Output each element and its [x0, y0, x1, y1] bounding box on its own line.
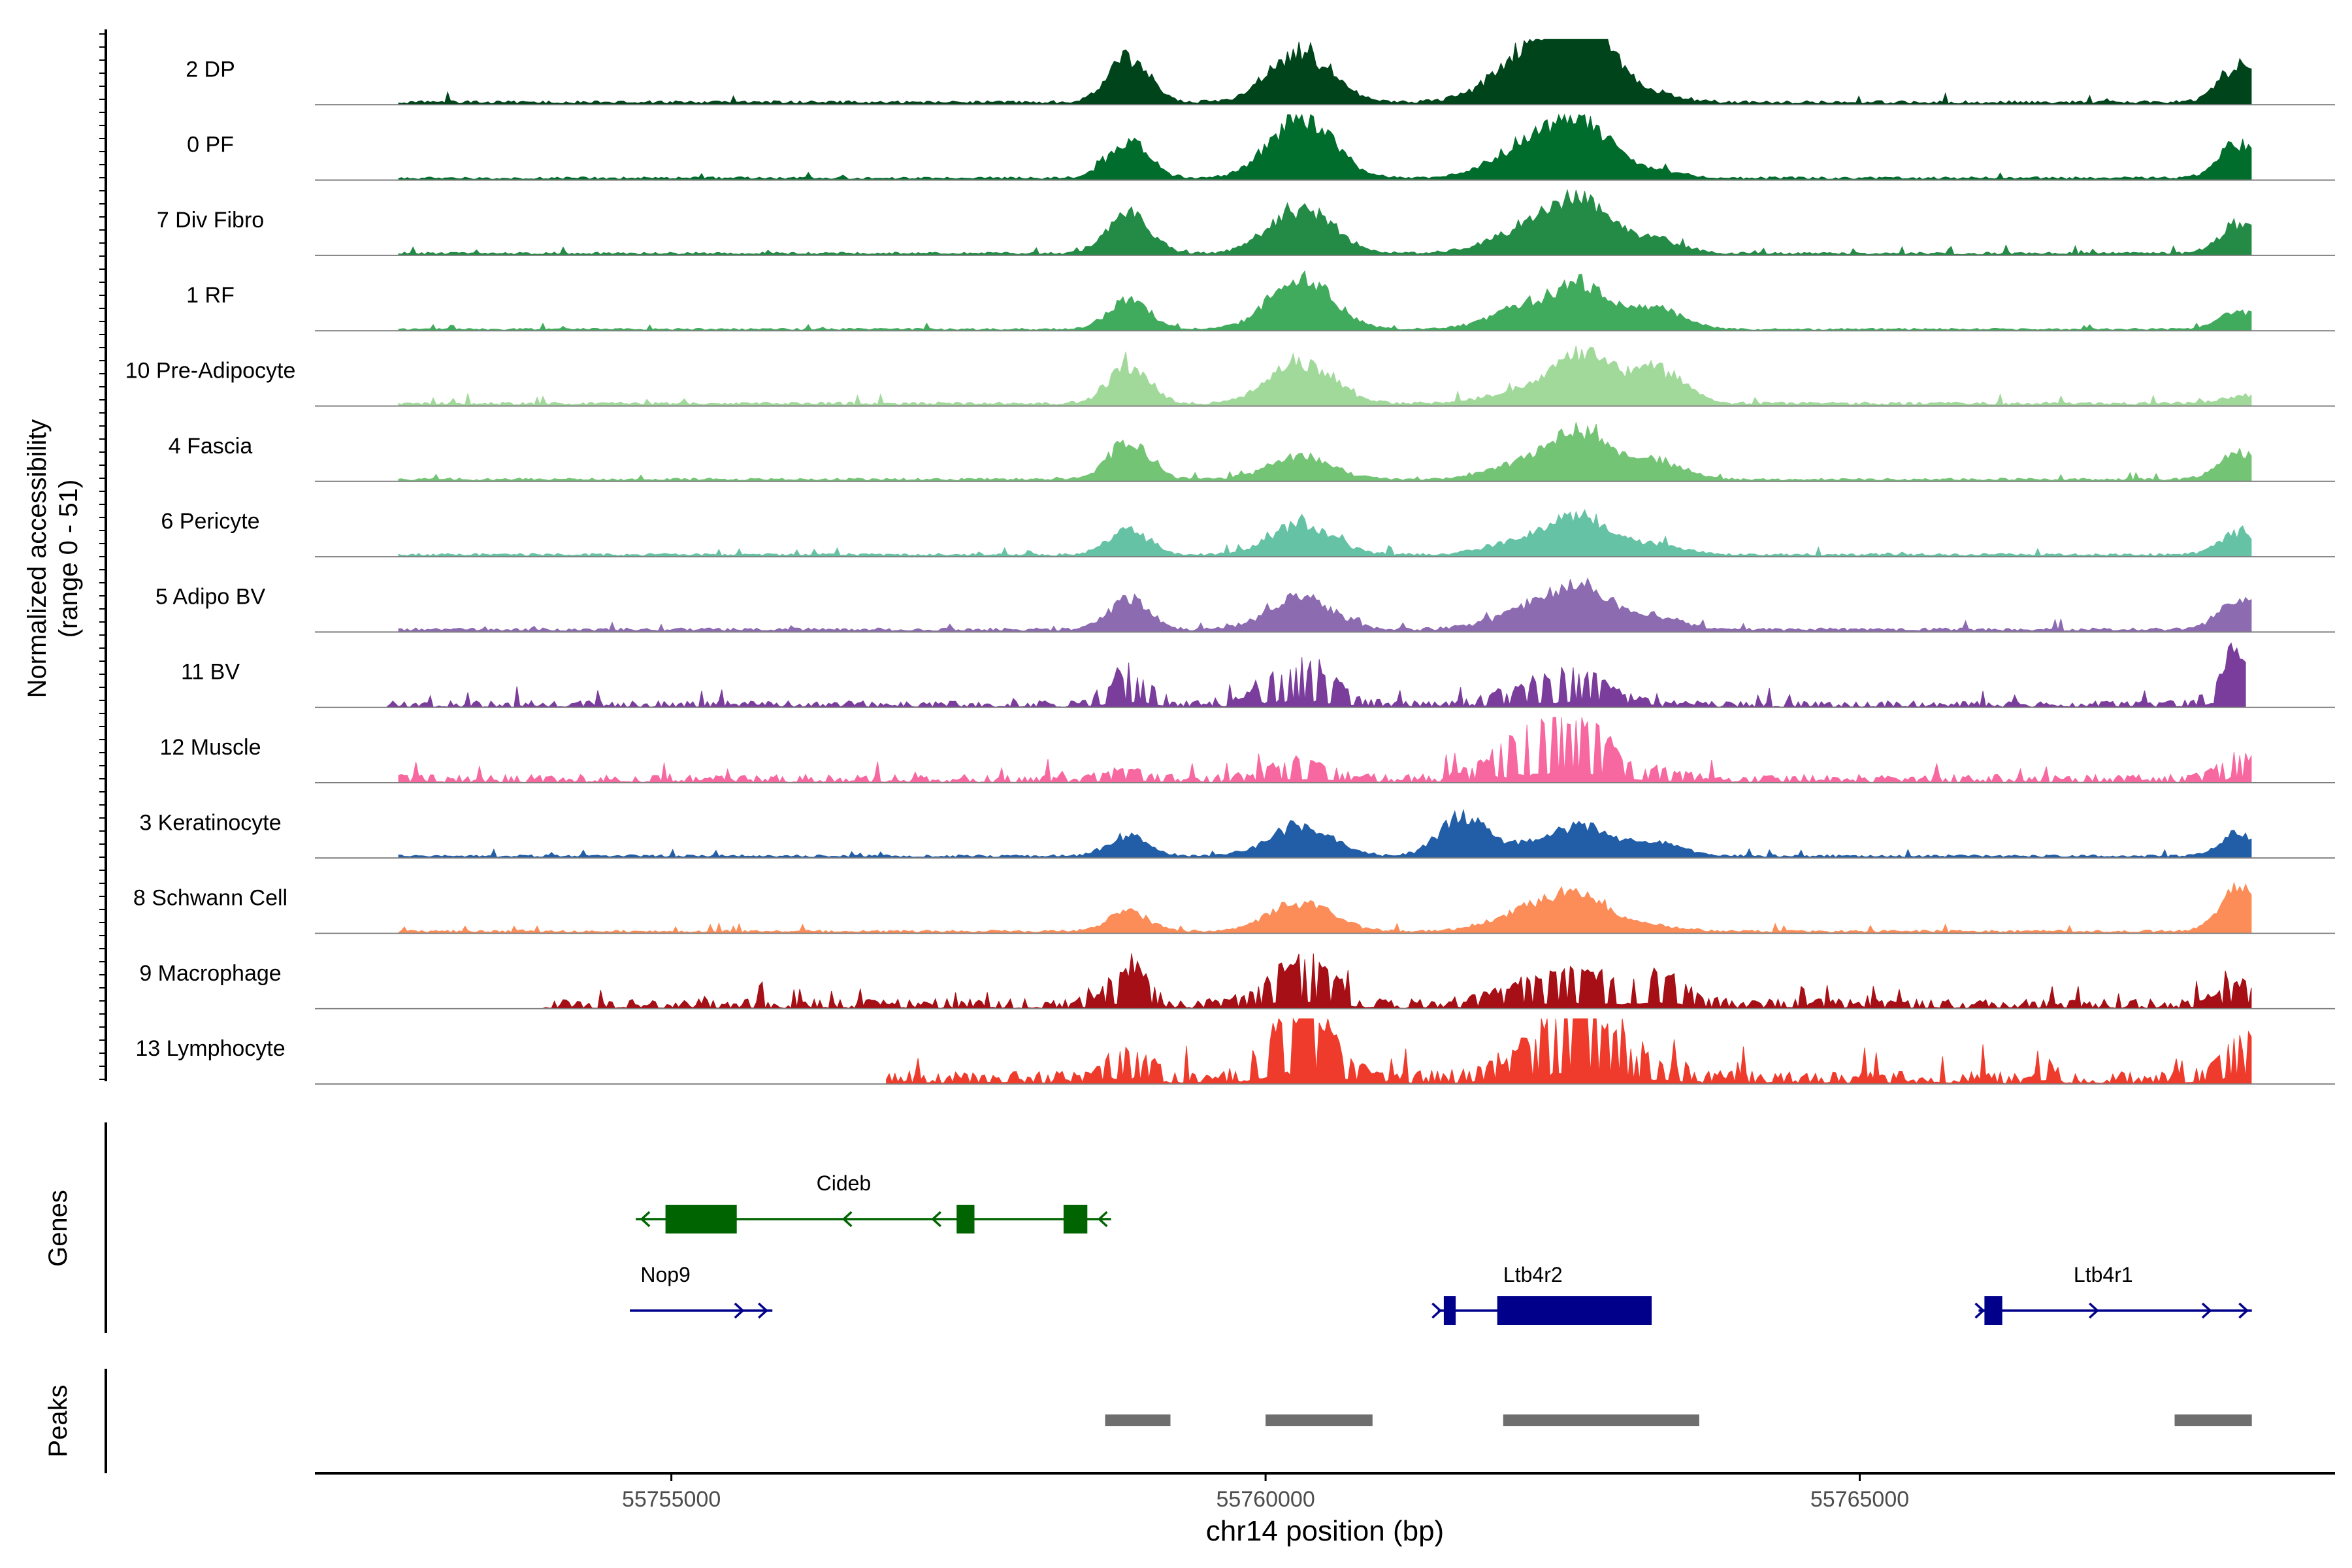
- strand-arrow: [931, 1211, 941, 1228]
- strand-arrow: [1097, 1211, 1108, 1228]
- gene-ltb4r2: Ltb4r2: [1431, 1263, 1652, 1325]
- strand-arrow: [758, 1302, 768, 1319]
- x-axis-ticks: 55755000 55760000 55765000: [622, 1473, 1909, 1512]
- gene-exon: [956, 1205, 975, 1233]
- strand-arrow: [640, 1211, 651, 1228]
- gene-label: Ltb4r2: [1503, 1263, 1563, 1286]
- track-label: 7 Div Fibro: [157, 208, 264, 233]
- coverage-area: [398, 345, 2252, 406]
- coverage-area: [398, 508, 2252, 557]
- coverage-y-axis-ticks: [99, 33, 106, 1080]
- peak-region-bar: [1503, 1414, 1699, 1426]
- track-label: 10 Pre-Adipocyte: [125, 359, 296, 384]
- strand-arrow: [841, 1211, 853, 1228]
- peak-regions: [1105, 1414, 2252, 1426]
- gene-exon: [1063, 1205, 1088, 1233]
- x-tick-label: 55760000: [1216, 1487, 1315, 1512]
- strand-arrow: [1431, 1302, 1442, 1319]
- x-tick-label: 55755000: [622, 1487, 721, 1512]
- strand-arrow: [2238, 1302, 2249, 1319]
- y-axis-title-line1: Normalized accessibility: [23, 419, 52, 698]
- track-label: 4 Fascia: [169, 434, 253, 459]
- strand-arrow: [734, 1302, 745, 1319]
- peak-region-bar: [1105, 1414, 1171, 1426]
- gene-exon: [1984, 1296, 2002, 1325]
- gene-exon: [1497, 1296, 1652, 1325]
- coverage-area: [398, 809, 2252, 858]
- strand-arrow: [723, 1211, 734, 1228]
- coverage-area: [398, 270, 2252, 331]
- genes-panel-title: Genes: [44, 1190, 73, 1267]
- track-1-rf: 1 RF: [186, 270, 2335, 332]
- coverage-area: [398, 577, 2252, 632]
- track-2-dp: 2 DP: [186, 39, 2335, 106]
- track-label: 8 Schwann Cell: [133, 886, 287, 911]
- gene-exon: [1443, 1296, 1456, 1325]
- track-6-pericyte: 6 Pericyte: [161, 508, 2335, 558]
- strand-arrow: [2089, 1302, 2099, 1319]
- x-tick-label: 55765000: [1810, 1487, 1909, 1512]
- track-label: 13 Lymphocyte: [135, 1036, 285, 1061]
- coverage-area: [398, 114, 2252, 181]
- track-9-macrophage: 9 Macrophage: [139, 953, 2335, 1010]
- x-axis-title: chr14 position (bp): [1206, 1515, 1444, 1547]
- gene-ltb4r1: Ltb4r1: [1974, 1263, 2252, 1325]
- coverage-y-axis-title: Normalized accessibility (range 0 - 51): [23, 419, 83, 698]
- track-7-div-fibro: 7 Div Fibro: [157, 189, 2335, 256]
- gene-label: Cideb: [817, 1171, 872, 1195]
- gene-annotations: Cideb Nop9 Ltb4r2 Ltb4r1: [630, 1171, 2252, 1325]
- track-0-pf: 0 PF: [187, 114, 2335, 181]
- track-label: 6 Pericyte: [161, 509, 259, 534]
- gene-label: Ltb4r1: [2074, 1263, 2133, 1286]
- coverage-tracks: 2 DP 0 PF 7 Div Fibro 1 RF 10 Pre-Adipocyte 4…: [125, 39, 2335, 1085]
- track-label: 0 PF: [187, 133, 234, 157]
- coverage-area: [886, 1017, 2252, 1085]
- coverage-area: [398, 717, 2252, 783]
- coverage-area: [542, 953, 2252, 1010]
- track-label: 5 Adipo BV: [155, 584, 266, 609]
- coverage-area: [398, 422, 2252, 482]
- peak-region-bar: [1266, 1414, 1373, 1426]
- coverage-area: [386, 642, 2246, 708]
- peak-region-bar: [2174, 1414, 2252, 1426]
- track-label: 3 Keratinocyte: [139, 810, 281, 835]
- gene-nop9: Nop9: [630, 1263, 773, 1319]
- track-13-lymphocyte: 13 Lymphocyte: [135, 1017, 2335, 1085]
- track-label: 2 DP: [186, 57, 235, 82]
- track-label: 9 Macrophage: [139, 961, 281, 986]
- strand-arrow: [1974, 1302, 1985, 1319]
- track-11-bv: 11 BV: [181, 642, 2335, 708]
- track-label: 1 RF: [186, 283, 235, 308]
- track-10-pre-adipocyte: 10 Pre-Adipocyte: [125, 345, 2335, 407]
- track-5-adipo-bv: 5 Adipo BV: [155, 577, 2335, 633]
- coverage-area: [398, 39, 2252, 105]
- track-8-schwann-cell: 8 Schwann Cell: [133, 881, 2335, 934]
- gene-cideb: Cideb: [636, 1171, 1111, 1233]
- track-3-keratinocyte: 3 Keratinocyte: [139, 809, 2335, 859]
- coverage-area: [398, 881, 2252, 934]
- peaks-panel-title: Peaks: [44, 1384, 73, 1457]
- track-label: 12 Muscle: [160, 735, 261, 760]
- strand-arrow: [1639, 1302, 1650, 1319]
- track-12-muscle: 12 Muscle: [160, 717, 2335, 783]
- track-label: 11 BV: [181, 660, 240, 685]
- track-4-fascia: 4 Fascia: [169, 422, 2335, 482]
- gene-label: Nop9: [640, 1263, 691, 1286]
- coverage-area: [398, 189, 2252, 256]
- strand-arrow: [2201, 1302, 2212, 1319]
- y-axis-title-line2: (range 0 - 51): [54, 480, 83, 638]
